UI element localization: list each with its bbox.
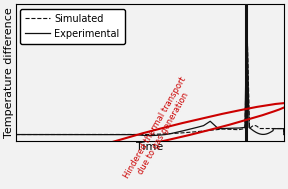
Experimental <box>245 14 249 16</box>
Experimental <box>234 127 238 129</box>
Line: Experimental: Experimental <box>16 15 284 136</box>
Simulated <box>245 27 249 30</box>
Simulated <box>14 133 17 136</box>
Experimental <box>14 133 17 136</box>
Experimental <box>214 125 217 128</box>
Experimental <box>62 133 66 136</box>
Simulated <box>282 133 286 136</box>
Line: Simulated: Simulated <box>16 29 284 135</box>
Legend: Simulated, Experimental: Simulated, Experimental <box>20 9 124 44</box>
Experimental <box>116 133 120 136</box>
Simulated <box>234 129 238 131</box>
Simulated <box>116 133 120 136</box>
Simulated <box>214 129 217 131</box>
Text: Hindered thermal transport
due to gas generation: Hindered thermal transport due to gas ge… <box>122 76 196 185</box>
X-axis label: Time: Time <box>136 142 163 152</box>
Simulated <box>188 131 192 133</box>
Experimental <box>282 133 286 136</box>
Experimental <box>188 128 192 130</box>
Simulated <box>175 132 178 134</box>
Experimental <box>175 131 178 133</box>
Experimental <box>148 134 151 137</box>
Y-axis label: Temperature difference: Temperature difference <box>4 7 14 138</box>
Simulated <box>62 133 66 136</box>
